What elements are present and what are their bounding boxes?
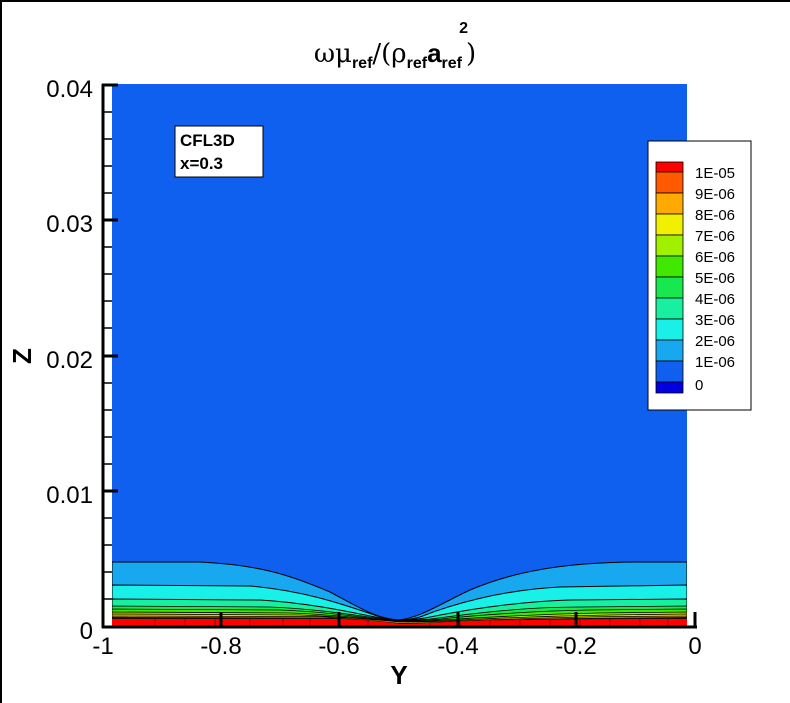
frame-border-left [0, 0, 2, 703]
x-tick-label: -1 [92, 633, 113, 660]
legend-label: 5E-06 [695, 270, 735, 287]
legend-label: 6E-06 [695, 249, 735, 266]
x-tick-label: -0.2 [555, 633, 596, 660]
x-tick-label: 0 [688, 633, 701, 660]
y-tick-label: 0.04 [46, 76, 93, 103]
y-tick-label: 0.03 [46, 211, 93, 238]
legend-label: 8E-06 [695, 207, 735, 224]
frame-border-top [0, 0, 790, 2]
legend-label: 7E-06 [695, 228, 735, 245]
contour-field [112, 84, 687, 627]
legend-label: 4E-06 [695, 291, 735, 308]
legend-label: 1E-06 [695, 354, 735, 371]
annotation-solver: CFL3D [180, 131, 235, 150]
legend-label: 1E-05 [695, 165, 735, 182]
x-axis-title: Y [390, 660, 407, 690]
legend-label: 9E-06 [695, 186, 735, 203]
chart-title: ωμref/(ρrefa 2 ref) [313, 20, 477, 72]
annotation-station: x=0.3 [180, 154, 223, 173]
legend-label: 2E-06 [695, 333, 735, 350]
color-legend: 1E-05 9E-06 8E-06 7E-06 6E-06 5E-06 4E-0… [647, 140, 752, 411]
legend-label: 3E-06 [695, 312, 735, 329]
x-tick-label: -0.8 [200, 633, 241, 660]
y-axis [101, 83, 118, 628]
x-tick-label: -0.4 [437, 633, 478, 660]
y-tick-label: 0.02 [46, 347, 93, 374]
legend-label: 0 [695, 377, 703, 394]
y-tick-label: 0.01 [46, 482, 93, 509]
x-axis [102, 612, 697, 629]
y-axis-title: Z [7, 348, 37, 364]
y-tick-label: 0 [80, 618, 93, 645]
annotation-box: CFL3D x=0.3 [174, 125, 264, 178]
x-tick-label: -0.6 [318, 633, 359, 660]
